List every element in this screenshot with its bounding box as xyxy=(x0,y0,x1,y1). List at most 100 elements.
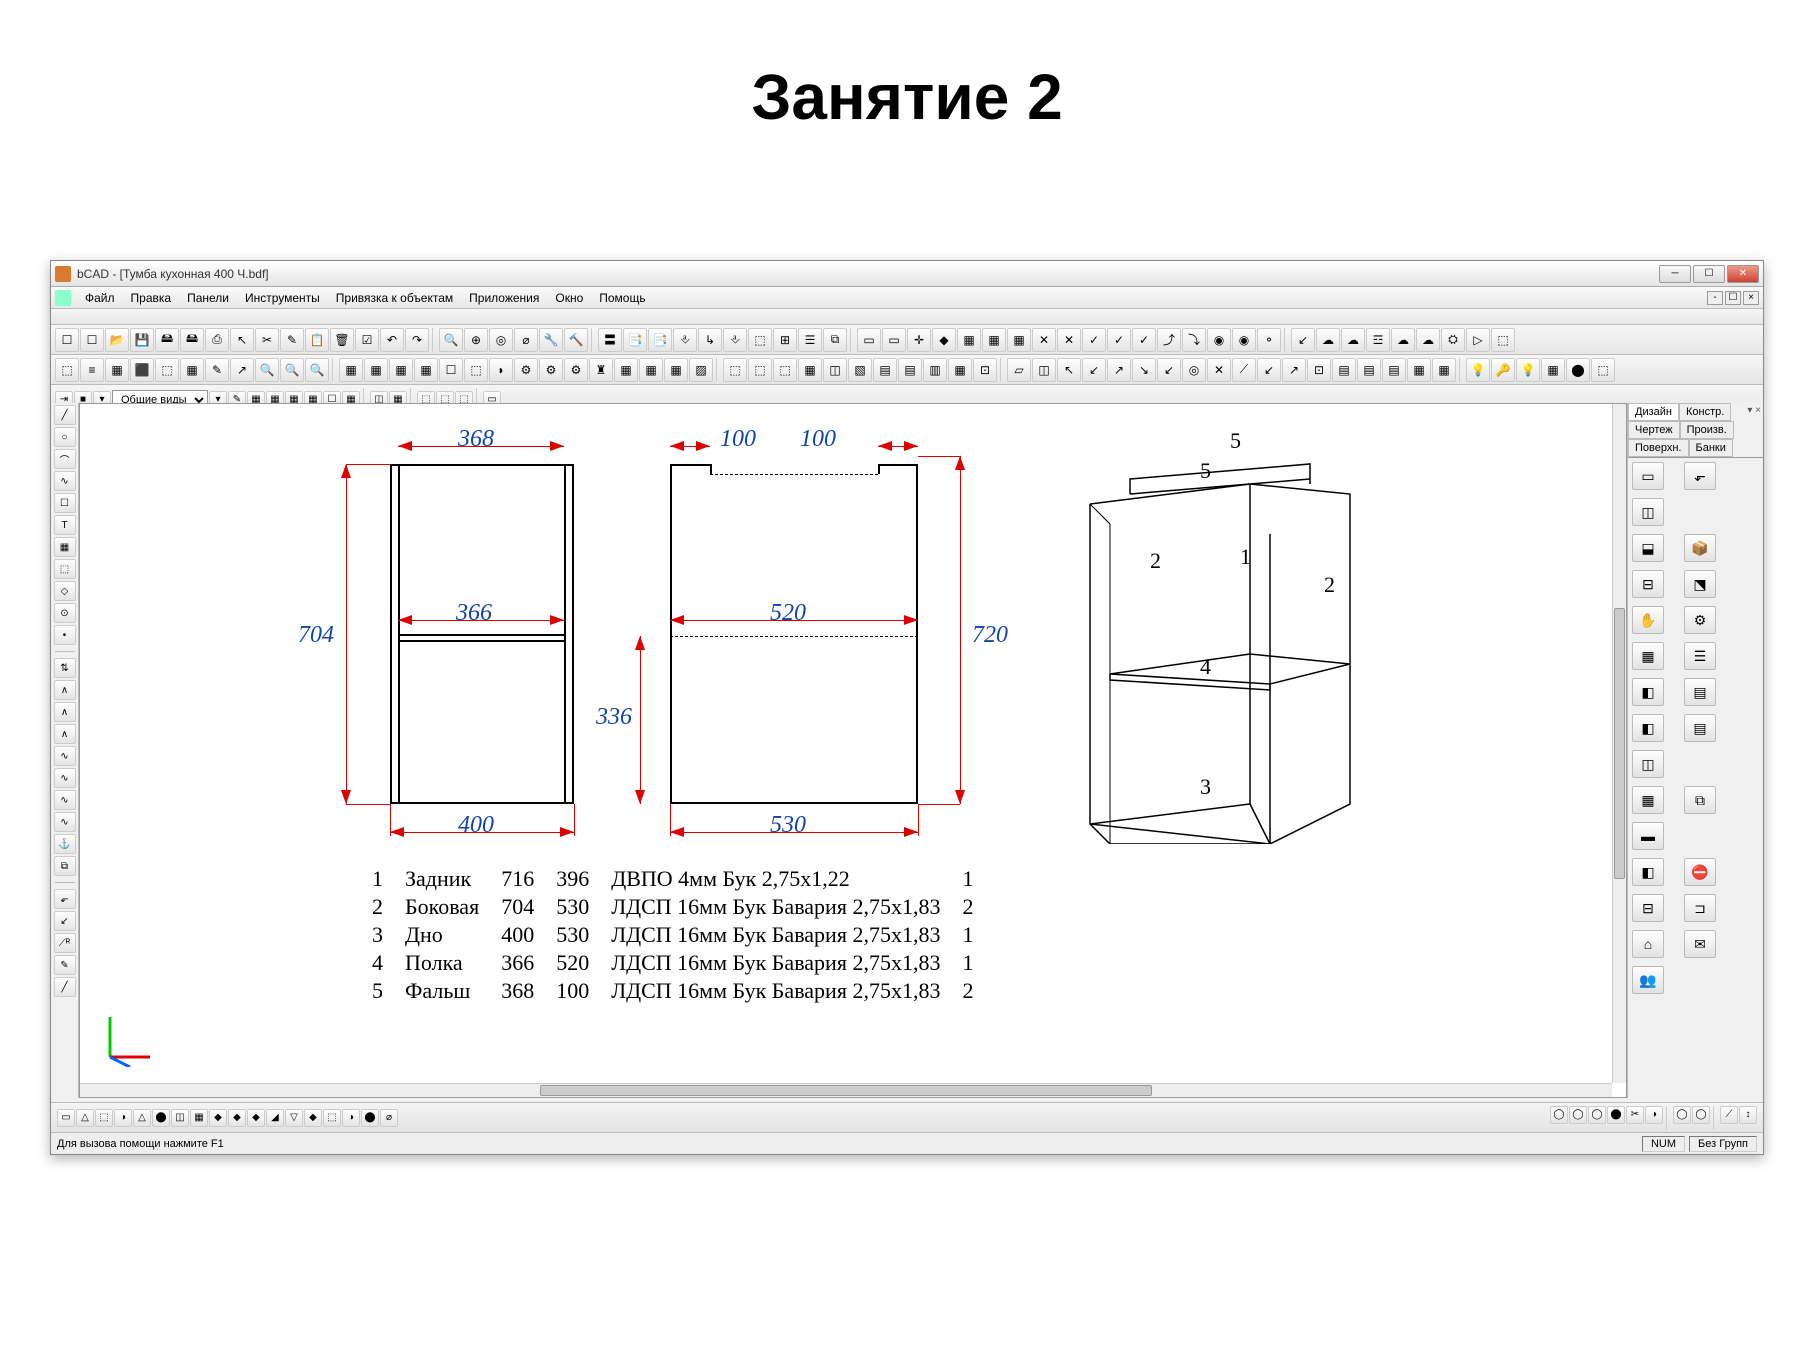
right-tool-button[interactable]: ⊟ xyxy=(1632,570,1664,598)
toolbar-button[interactable]: ▦ xyxy=(1541,358,1565,382)
toolbar-button[interactable]: ⊡ xyxy=(1307,358,1331,382)
toolbar-button[interactable]: ☰ xyxy=(798,328,822,352)
left-tool-button[interactable]: ✎ xyxy=(54,955,76,975)
right-tool-button[interactable]: ◧ xyxy=(1632,678,1664,706)
left-tool-button[interactable]: ╱ xyxy=(54,977,76,997)
right-tool-button[interactable]: ⚙ xyxy=(1684,606,1716,634)
right-tool-button[interactable]: ⛔ xyxy=(1684,858,1716,886)
toolbar-button[interactable]: ↖ xyxy=(1057,358,1081,382)
toolbar-button[interactable]: ☑ xyxy=(355,328,379,352)
bottom-tool-button[interactable]: ◯ xyxy=(1692,1106,1710,1124)
toolbar-button[interactable]: ▤ xyxy=(1357,358,1381,382)
toolbar-button[interactable]: ↗ xyxy=(230,358,254,382)
toolbar-button[interactable]: ▧ xyxy=(848,358,872,382)
bottom-tool-button[interactable]: △ xyxy=(76,1109,94,1127)
toolbar-button[interactable]: ⬚ xyxy=(773,358,797,382)
vertical-scrollbar[interactable] xyxy=(1612,404,1626,1083)
bottom-tool-button[interactable]: ⟋ xyxy=(1720,1106,1738,1124)
toolbar-button[interactable]: ⚬ xyxy=(1257,328,1281,352)
toolbar-button[interactable]: ▦ xyxy=(614,358,638,382)
right-tool-button[interactable]: ⊟ xyxy=(1632,894,1664,922)
toolbar-button[interactable]: ♜ xyxy=(589,358,613,382)
toolbar-button[interactable]: ◎ xyxy=(1182,358,1206,382)
bottom-tool-button[interactable]: ◆ xyxy=(209,1109,227,1127)
bottom-tool-button[interactable]: ◑ xyxy=(114,1109,132,1127)
toolbar-button[interactable]: ⬚ xyxy=(464,358,488,382)
left-tool-button[interactable]: ▦ xyxy=(54,537,76,557)
bottom-tool-button[interactable]: ◯ xyxy=(1673,1106,1691,1124)
right-tool-button[interactable]: 👥 xyxy=(1632,966,1664,994)
toolbar-button[interactable]: ◉ xyxy=(1232,328,1256,352)
right-tool-button[interactable]: ⌂ xyxy=(1632,930,1664,958)
left-tool-button[interactable]: ∿ xyxy=(54,746,76,766)
toolbar-button[interactable]: ☁ xyxy=(1416,328,1440,352)
bottom-tool-button[interactable]: ◆ xyxy=(304,1109,322,1127)
right-tool-button[interactable]: ◧ xyxy=(1632,714,1664,742)
toolbar-button[interactable]: ⬛ xyxy=(130,358,154,382)
left-tool-button[interactable]: ⇅ xyxy=(54,658,76,678)
toolbar-button[interactable]: 〓 xyxy=(598,328,622,352)
bottom-tool-button[interactable]: ◑ xyxy=(342,1109,360,1127)
toolbar-button[interactable]: ▦ xyxy=(664,358,688,382)
toolbar-button[interactable]: ☐ xyxy=(439,358,463,382)
right-tool-button[interactable]: ◫ xyxy=(1632,498,1664,526)
right-tab[interactable]: Констр. xyxy=(1679,403,1731,421)
minimize-button[interactable]: ─ xyxy=(1659,265,1691,283)
toolbar-button[interactable]: ⊞ xyxy=(773,328,797,352)
bottom-tool-button[interactable]: ◢ xyxy=(266,1109,284,1127)
left-tool-button[interactable]: ∧ xyxy=(54,680,76,700)
left-tool-button[interactable]: T xyxy=(54,515,76,535)
toolbar-button[interactable]: 🔍 xyxy=(439,328,463,352)
right-tool-button[interactable]: ⬔ xyxy=(1684,570,1716,598)
toolbar-button[interactable]: ⎀ xyxy=(673,328,697,352)
left-tool-button[interactable]: ∿ xyxy=(54,790,76,810)
toolbar-button[interactable]: ▦ xyxy=(957,328,981,352)
toolbar-button[interactable]: ✓ xyxy=(1082,328,1106,352)
toolbar-button[interactable]: ☲ xyxy=(1366,328,1390,352)
toolbar-button[interactable]: ⬚ xyxy=(748,328,772,352)
toolbar-button[interactable]: 🔍 xyxy=(255,358,279,382)
left-tool-button[interactable]: ∿ xyxy=(54,471,76,491)
toolbar-button[interactable]: ⎙ xyxy=(205,328,229,352)
toolbar-button[interactable]: ▦ xyxy=(414,358,438,382)
bottom-tool-button[interactable]: ◯ xyxy=(1550,1106,1568,1124)
toolbar-button[interactable]: ▷ xyxy=(1466,328,1490,352)
toolbar-button[interactable]: ↗ xyxy=(1282,358,1306,382)
left-tool-button[interactable]: ○ xyxy=(54,427,76,447)
toolbar-button[interactable]: ▤ xyxy=(898,358,922,382)
toolbar-button[interactable]: ⌀ xyxy=(514,328,538,352)
toolbar-button[interactable]: ▦ xyxy=(1007,328,1031,352)
toolbar-button[interactable]: 💡 xyxy=(1516,358,1540,382)
menu-item-7[interactable]: Помощь xyxy=(591,289,653,307)
right-tool-button[interactable]: ▭ xyxy=(1632,462,1664,490)
toolbar-button[interactable]: ◫ xyxy=(823,358,847,382)
horizontal-scrollbar[interactable] xyxy=(80,1083,1612,1097)
right-tool-button[interactable]: ▬ xyxy=(1632,822,1664,850)
toolbar-button[interactable]: 🗑 xyxy=(330,328,354,352)
toolbar-button[interactable]: ⬚ xyxy=(155,358,179,382)
toolbar-button[interactable]: ☐ xyxy=(55,328,79,352)
toolbar-button[interactable]: ▦ xyxy=(982,328,1006,352)
close-button[interactable]: ✕ xyxy=(1727,265,1759,283)
left-tool-button[interactable]: ╱ xyxy=(54,405,76,425)
toolbar-button[interactable]: ↘ xyxy=(1132,358,1156,382)
toolbar-button[interactable]: ⬚ xyxy=(55,358,79,382)
toolbar-button[interactable]: ◗ xyxy=(489,358,513,382)
toolbar-button[interactable]: ✛ xyxy=(907,328,931,352)
toolbar-button[interactable]: ☐ xyxy=(80,328,104,352)
toolbar-button[interactable]: ↗ xyxy=(1107,358,1131,382)
toolbar-button[interactable]: 🔨 xyxy=(564,328,588,352)
right-tool-button[interactable]: ⊐ xyxy=(1684,894,1716,922)
bottom-tool-button[interactable]: ◑ xyxy=(1645,1106,1663,1124)
toolbar-button[interactable]: ⛭ xyxy=(1441,328,1465,352)
menu-item-1[interactable]: Правка xyxy=(123,289,180,307)
toolbar-button[interactable]: ⬤ xyxy=(1566,358,1590,382)
right-tool-button[interactable]: ✉ xyxy=(1684,930,1716,958)
toolbar-button[interactable]: ↶ xyxy=(380,328,404,352)
right-tool-button[interactable]: ⧉ xyxy=(1684,786,1716,814)
right-tab[interactable]: Произв. xyxy=(1680,421,1734,439)
toolbar-button[interactable]: ▦ xyxy=(639,358,663,382)
toolbar-button[interactable]: 📋 xyxy=(305,328,329,352)
toolbar-button[interactable]: ↙ xyxy=(1157,358,1181,382)
toolbar-button[interactable]: ⬚ xyxy=(748,358,772,382)
